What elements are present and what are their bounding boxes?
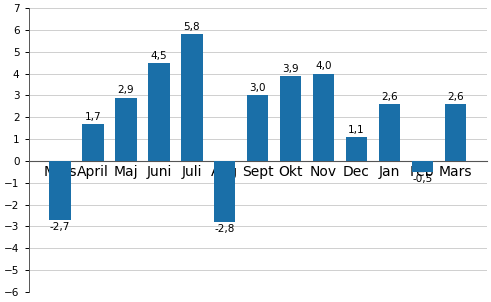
Bar (50, 161, 71, 220)
Text: 2,9: 2,9 (118, 85, 134, 95)
Text: 3,0: 3,0 (249, 83, 266, 93)
Bar (115, 98, 136, 161)
Bar (181, 34, 203, 161)
Text: 2,6: 2,6 (381, 92, 398, 102)
Text: -0,5: -0,5 (412, 174, 433, 184)
Text: 4,0: 4,0 (315, 61, 332, 72)
Bar (444, 104, 466, 161)
Text: 3,9: 3,9 (282, 64, 299, 74)
Text: -2,8: -2,8 (215, 224, 235, 234)
Text: -2,7: -2,7 (50, 222, 70, 232)
Bar (82, 124, 104, 161)
Bar (313, 74, 334, 161)
Bar (247, 95, 269, 161)
Text: 5,8: 5,8 (184, 22, 200, 32)
Bar (148, 63, 169, 161)
Text: 1,7: 1,7 (85, 112, 101, 122)
Text: 2,6: 2,6 (447, 92, 464, 102)
Bar (214, 161, 236, 222)
Text: 4,5: 4,5 (151, 50, 167, 60)
Bar (411, 161, 433, 172)
Bar (379, 104, 400, 161)
Text: 1,1: 1,1 (348, 125, 365, 135)
Bar (346, 137, 367, 161)
Bar (280, 76, 301, 161)
